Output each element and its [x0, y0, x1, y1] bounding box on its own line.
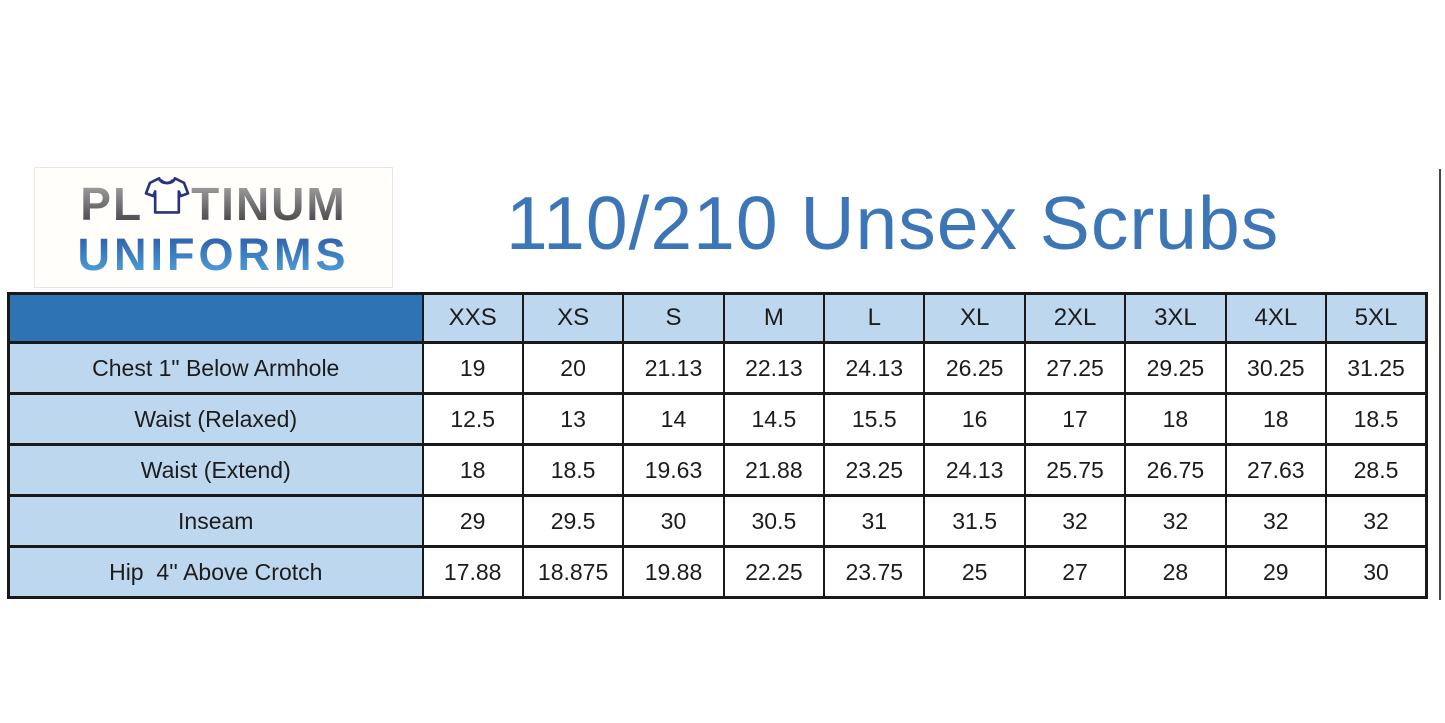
measurement-value-cell: 12.5 — [421, 392, 524, 446]
measurement-value-cell: 20 — [521, 341, 625, 395]
measurement-value-cell: 19 — [421, 341, 524, 395]
measurement-value-cell: 28.5 — [1325, 443, 1428, 497]
measurement-value-cell: 27 — [1023, 545, 1127, 599]
measurement-value-cell: 24.13 — [823, 341, 926, 395]
measurement-row: Hip 4'' Above Crotch 17.88 18.875 19.88 22.2… — [7, 545, 1428, 599]
measurement-value-cell: 18.5 — [521, 443, 625, 497]
measurement-value-cell: 24.13 — [923, 443, 1026, 497]
size-table-header-row: XXS XS S M L XL 2XL 3XL 4XL 5XL — [7, 292, 1428, 344]
measurement-value-cell: 30 — [622, 494, 725, 548]
size-column-header: 5XL — [1325, 292, 1428, 344]
measurement-value-cell: 30 — [1325, 545, 1428, 599]
page-title: 110/210 Unsex Scrubs — [506, 181, 1280, 265]
size-column-header: XL — [923, 292, 1026, 344]
measurement-row-label: Waist (Relaxed) — [7, 392, 424, 446]
measurement-row: Chest 1" Below Armhole 19 20 21.13 22.13 24.1… — [7, 341, 1428, 395]
measurement-value-cell: 14 — [622, 392, 725, 446]
size-table: XXS XS S M L XL 2XL 3XL 4XL 5XL Chest 1" Below Ar… — [7, 292, 1428, 599]
measurement-value-cell: 32 — [1124, 494, 1227, 548]
t-shirt-icon — [144, 176, 190, 214]
size-column-header: L — [823, 292, 926, 344]
measurement-value-cell: 26.25 — [923, 341, 1026, 395]
brand-logo: PL TINUM UNIFORMS — [34, 167, 393, 288]
measurement-value-cell: 18.5 — [1325, 392, 1428, 446]
measurement-value-cell: 30.5 — [722, 494, 826, 548]
size-column-header: XXS — [421, 292, 524, 344]
measurement-value-cell: 14.5 — [722, 392, 826, 446]
size-column-header: S — [622, 292, 725, 344]
size-column-header: XS — [521, 292, 625, 344]
measurement-value-cell: 22.25 — [722, 545, 826, 599]
size-column-header: M — [722, 292, 826, 344]
measurement-value-cell: 25 — [923, 545, 1026, 599]
measurement-row-label: Inseam — [7, 494, 424, 548]
measurement-value-cell: 27.25 — [1023, 341, 1127, 395]
size-table-body: Chest 1" Below Armhole 19 20 21.13 22.13 24.1… — [7, 341, 1428, 599]
page-edge-line — [1439, 169, 1441, 600]
measurement-value-cell: 29.25 — [1124, 341, 1227, 395]
brand-logo-word1: PL TINUM — [80, 176, 347, 230]
measurement-value-cell: 18 — [1224, 392, 1328, 446]
measurement-value-cell: 13 — [521, 392, 625, 446]
measurement-value-cell: 18.875 — [521, 545, 625, 599]
measurement-row-label: Hip 4'' Above Crotch — [7, 545, 424, 599]
table-corner-cell — [7, 292, 424, 344]
measurement-value-cell: 26.75 — [1124, 443, 1227, 497]
measurement-value-cell: 25.75 — [1023, 443, 1127, 497]
measurement-value-cell: 17.88 — [421, 545, 524, 599]
measurement-value-cell: 19.88 — [622, 545, 725, 599]
measurement-value-cell: 22.13 — [722, 341, 826, 395]
measurement-value-cell: 18 — [1124, 392, 1227, 446]
measurement-row: Waist (Relaxed) 12.5 13 14 14.5 15.5 16 17 18 18 1… — [7, 392, 1428, 446]
measurement-row: Waist (Extend) 18 18.5 19.63 21.88 23.25 24.13… — [7, 443, 1428, 497]
measurement-value-cell: 28 — [1124, 545, 1227, 599]
measurement-row: Inseam 29 29.5 30 30.5 31 31.5 32 32 32 32 — [7, 494, 1428, 548]
measurement-value-cell: 23.75 — [823, 545, 926, 599]
measurement-value-cell: 30.25 — [1224, 341, 1328, 395]
measurement-value-cell: 29 — [421, 494, 524, 548]
measurement-value-cell: 15.5 — [823, 392, 926, 446]
measurement-value-cell: 29 — [1224, 545, 1328, 599]
measurement-value-cell: 21.88 — [722, 443, 826, 497]
measurement-value-cell: 32 — [1224, 494, 1328, 548]
measurement-value-cell: 19.63 — [622, 443, 725, 497]
measurement-value-cell: 29.5 — [521, 494, 625, 548]
measurement-value-cell: 21.13 — [622, 341, 725, 395]
measurement-value-cell: 31.25 — [1325, 341, 1428, 395]
measurement-value-cell: 31 — [823, 494, 926, 548]
size-column-header: 3XL — [1124, 292, 1227, 344]
measurement-value-cell: 32 — [1023, 494, 1127, 548]
measurement-value-cell: 18 — [421, 443, 524, 497]
measurement-value-cell: 31.5 — [923, 494, 1026, 548]
brand-logo-word1-prefix: PL — [80, 177, 144, 230]
size-column-header: 2XL — [1023, 292, 1127, 344]
measurement-value-cell: 27.63 — [1224, 443, 1328, 497]
measurement-value-cell: 17 — [1023, 392, 1127, 446]
size-column-header: 4XL — [1224, 292, 1328, 344]
brand-logo-word1-suffix: TINUM — [191, 177, 347, 230]
measurement-value-cell: 32 — [1325, 494, 1428, 548]
brand-logo-word2: UNIFORMS — [77, 228, 350, 280]
size-table-head: XXS XS S M L XL 2XL 3XL 4XL 5XL — [7, 292, 1428, 344]
measurement-row-label: Waist (Extend) — [7, 443, 424, 497]
measurement-value-cell: 23.25 — [823, 443, 926, 497]
measurement-value-cell: 16 — [923, 392, 1026, 446]
measurement-row-label: Chest 1" Below Armhole — [7, 341, 424, 395]
